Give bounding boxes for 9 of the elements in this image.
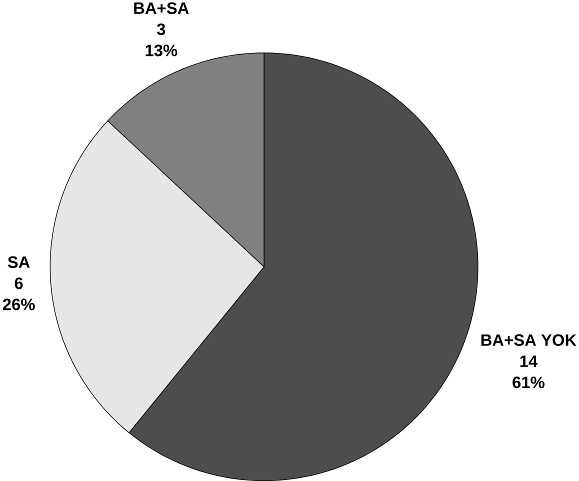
data-label: 3 [156, 23, 166, 36]
text: 13% [146, 44, 178, 56]
slice-label: BA+SA YOK [481, 334, 576, 346]
data-label: 14 [520, 356, 538, 367]
slice-label: BA+SA [134, 2, 189, 14]
slice-label: SA [8, 256, 30, 268]
text: 26% [2, 298, 35, 310]
text: 61% [512, 376, 544, 388]
data-label: 6 [14, 277, 23, 290]
